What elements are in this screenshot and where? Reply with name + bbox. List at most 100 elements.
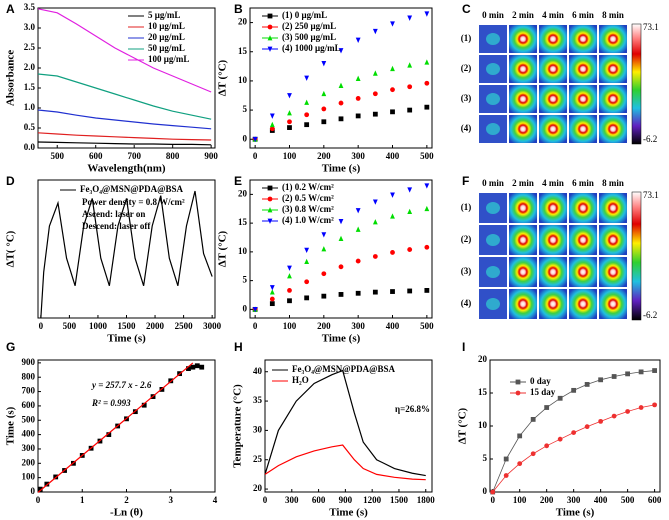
y-tick-label: 0.5 (24, 122, 36, 132)
x-tick-label: 1 (80, 495, 85, 505)
y-tick-label: 15 (238, 217, 248, 227)
marker (304, 279, 310, 285)
marker (355, 75, 361, 81)
x-tick-label: 1800 (417, 495, 436, 505)
y-tick-label: 0 (31, 486, 36, 496)
thermal-image (538, 256, 568, 288)
series-line (40, 190, 213, 319)
x-tick-label: 0 (263, 495, 268, 505)
y-tick-label: 400 (22, 429, 36, 439)
marker (652, 368, 658, 373)
y-tick-label: 300 (22, 443, 36, 453)
x-tick-label: 600 (312, 495, 326, 505)
y-tick-label: 20 (253, 483, 263, 493)
marker (355, 113, 361, 119)
y-axis-label: Temperature (°C) (232, 384, 244, 468)
row-label: (4) (461, 123, 472, 133)
marker (287, 298, 292, 304)
y-tick-label: 1.0 (24, 102, 36, 112)
x-tick-label: 0 (253, 151, 258, 161)
y-tick-label: 25 (253, 454, 263, 464)
marker (269, 285, 275, 291)
marker (584, 424, 590, 430)
marker (267, 13, 273, 19)
marker (584, 382, 590, 387)
colorbar (631, 23, 642, 145)
marker (407, 62, 413, 68)
x-tick-label: 2500 (175, 321, 194, 331)
plot-frame (249, 179, 433, 319)
thermal-spot (486, 298, 500, 310)
x-axis-label: Time (s) (556, 507, 595, 519)
series-line (37, 132, 212, 141)
legend-label: (1) 0.2 W/cm² (282, 182, 334, 192)
x-tick-label: 1500 (390, 495, 409, 505)
marker (141, 402, 147, 408)
marker (321, 90, 327, 97)
y-axis-label: Absorbance (5, 50, 17, 106)
legend-label: Fe₃O₄@MSN@PDA@BSA (292, 364, 396, 374)
legend-label: (4) 1.0 W/cm² (282, 215, 334, 225)
marker (372, 70, 378, 76)
x-tick-label: 300 (285, 495, 299, 505)
x-tick-label: 300 (351, 151, 365, 161)
y-tick-label: 5 (483, 453, 488, 463)
marker (355, 226, 361, 232)
marker (287, 93, 292, 99)
x-tick-label: 300 (567, 495, 581, 505)
marker (194, 363, 200, 369)
marker (267, 196, 273, 202)
marker (267, 207, 273, 213)
legend-label: 15 day (530, 387, 556, 397)
marker (372, 219, 378, 225)
series-line (37, 109, 212, 130)
y-tick-label: 0 (243, 133, 248, 143)
marker (557, 436, 563, 442)
marker (287, 125, 292, 130)
y-tick-label: 800 (22, 371, 36, 381)
thermal-image (538, 114, 568, 144)
marker (321, 293, 327, 299)
marker (407, 247, 413, 252)
x-axis-label: Time (s) (322, 163, 361, 175)
x-tick-label: 3 (169, 495, 174, 505)
column-label: 6 min (572, 10, 594, 20)
x-tick-label: 1500 (118, 321, 137, 331)
column-label: 0 min (482, 10, 504, 20)
marker (287, 288, 292, 293)
marker (304, 122, 310, 128)
marker (372, 199, 378, 205)
marker (321, 271, 327, 277)
y-tick-label: 2.0 (24, 62, 36, 72)
marker (304, 112, 310, 118)
y-tick-label: 1.5 (24, 82, 36, 92)
marker (372, 111, 378, 117)
marker (269, 121, 275, 128)
marker (269, 296, 275, 302)
thermal-image (568, 54, 598, 84)
marker (269, 126, 275, 132)
x-tick-label: 300 (351, 321, 365, 331)
y-tick-label: 500 (22, 414, 36, 424)
legend-label: (2) 0.5 W/cm² (282, 193, 334, 203)
colorbar-tick-label: -6.2 (643, 134, 657, 144)
y-tick-label: 2.5 (24, 42, 36, 52)
thermal-spot (486, 123, 500, 135)
legend-label: (2) 250 μg/mL (282, 21, 336, 31)
row-label: (3) (461, 266, 472, 276)
row-label: (3) (461, 93, 472, 103)
marker (321, 106, 327, 112)
thermal-image (568, 256, 598, 288)
y-tick-label: 200 (22, 457, 36, 467)
marker (390, 213, 395, 219)
marker (490, 489, 496, 495)
panel-letter: E (234, 174, 242, 188)
marker (267, 35, 273, 41)
thermal-image (598, 84, 628, 114)
marker (571, 387, 577, 393)
thermal-spot (486, 63, 500, 75)
marker (321, 246, 327, 252)
annotation: R² = 0.993 (91, 398, 131, 408)
marker (338, 116, 344, 122)
